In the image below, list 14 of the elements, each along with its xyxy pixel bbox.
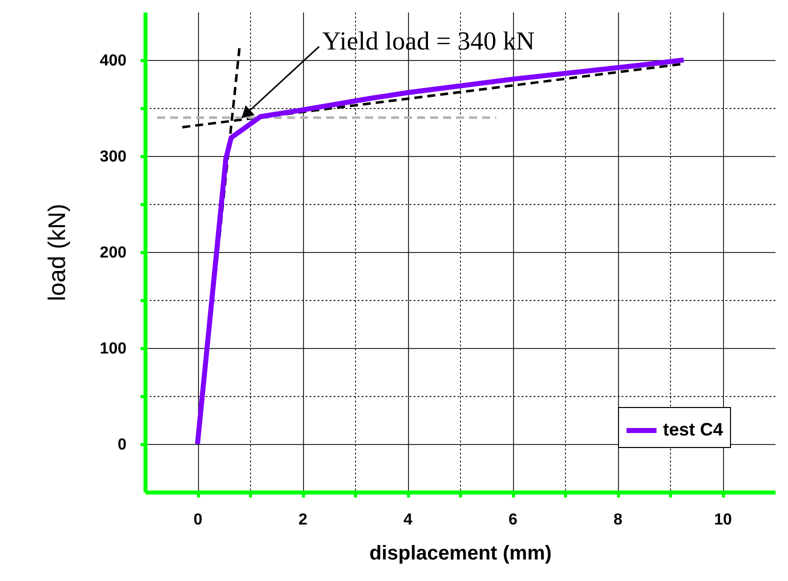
x-tick-label: 10 — [714, 512, 732, 528]
y-tick-label: 400 — [100, 52, 127, 70]
x-tick-label: 8 — [614, 512, 623, 528]
x-axis-title: displacement (mm) — [369, 542, 552, 564]
y-tick-label: 0 — [118, 436, 127, 454]
y-tick-label: 100 — [100, 340, 127, 358]
legend-label: test C4 — [663, 420, 724, 440]
x-tick-label: 2 — [298, 512, 308, 528]
y-tick-label: 300 — [100, 148, 127, 166]
x-tick-label: 4 — [404, 512, 413, 528]
y-axis-title: load (kN) — [44, 204, 71, 302]
x-tick-label: 0 — [194, 512, 203, 528]
x-tick-label: 6 — [508, 512, 518, 528]
y-tick-label: 200 — [100, 244, 127, 262]
